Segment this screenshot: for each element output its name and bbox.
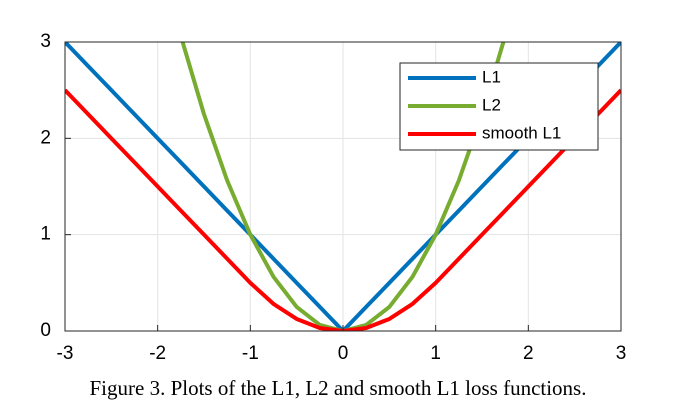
- x-tick-label: -1: [242, 343, 259, 364]
- legend-label: L1: [482, 67, 501, 86]
- caption: Figure 3. Plots of the L1, L2 and smooth…: [90, 376, 587, 400]
- x-tick-label: 2: [523, 343, 534, 364]
- y-tick-label: 0: [40, 320, 51, 341]
- x-tick-label: -2: [149, 343, 166, 364]
- legend-label: L2: [482, 95, 501, 114]
- line-series: [65, 88, 621, 331]
- x-tick-label: 1: [430, 343, 441, 364]
- x-tick-label: -3: [57, 343, 74, 364]
- y-tick-label: 2: [40, 127, 51, 148]
- y-tick-label: 3: [40, 31, 51, 52]
- y-tick-label: 1: [40, 224, 51, 245]
- x-tick-label: 0: [338, 343, 349, 364]
- legend-label: smooth L1: [482, 123, 561, 142]
- x-tick-label: 3: [616, 343, 627, 364]
